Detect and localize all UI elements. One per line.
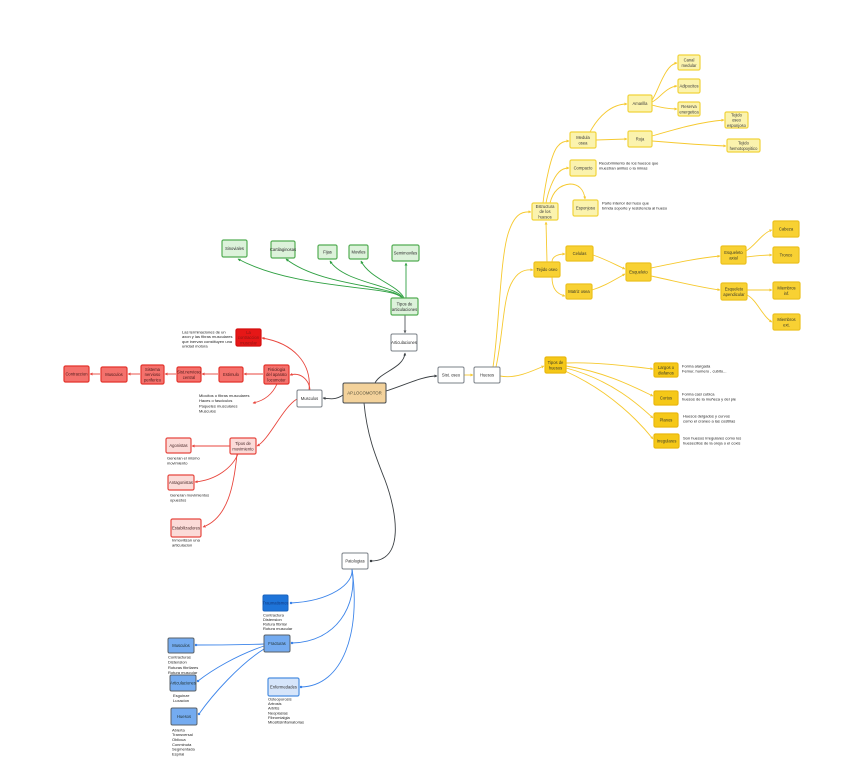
svg-text:Irregulares: Irregulares <box>657 439 677 444</box>
svg-text:Sinoviales: Sinoviales <box>225 246 244 251</box>
svg-text:Semimoviles: Semimoviles <box>394 251 417 256</box>
svg-text:Moviles: Moviles <box>351 250 365 255</box>
svg-text:Tronco: Tronco <box>780 253 793 258</box>
svg-text:Estabilizadores: Estabilizadores <box>172 526 200 531</box>
svg-text:Musculos: Musculos <box>301 396 319 401</box>
svg-text:Musculos: Musculos <box>172 643 190 648</box>
svg-text:Patologias: Patologias <box>345 559 364 564</box>
svg-text:Cartilaginosas: Cartilaginosas <box>270 247 296 252</box>
svg-text:Fracturas: Fracturas <box>268 641 286 646</box>
svg-text:Son huesos irregulares como lo: Son huesos irregulares como los huesecill… <box>683 436 741 446</box>
svg-text:Articulaciones: Articulaciones <box>170 681 196 686</box>
svg-text:Cortos: Cortos <box>660 396 672 401</box>
svg-text:Adipocitos: Adipocitos <box>679 84 698 89</box>
svg-text:Fijas: Fijas <box>323 250 332 255</box>
svg-text:Compacto: Compacto <box>574 166 594 171</box>
svg-text:Antagonistas: Antagonistas <box>169 480 193 485</box>
svg-text:Huesos: Huesos <box>480 373 494 378</box>
svg-text:Cabeza: Cabeza <box>779 227 794 232</box>
svg-text:Roja: Roja <box>636 137 645 142</box>
svg-text:Estimulo: Estimulo <box>223 372 240 377</box>
svg-text:Planos: Planos <box>660 418 673 423</box>
svg-text:Musculos: Musculos <box>105 372 123 377</box>
svg-text:Recubrimiento de los huesos qu: Recubrimiento de los huesos que muestran … <box>599 161 659 171</box>
svg-text:Agonistas: Agonistas <box>169 443 187 448</box>
svg-text:Amarilla: Amarilla <box>633 101 649 106</box>
svg-text:Celulas: Celulas <box>573 251 587 256</box>
svg-text:Esqueleto: Esqueleto <box>629 270 648 275</box>
svg-text:AP.LOCOMOTOR: AP.LOCOMOTOR <box>347 391 381 396</box>
svg-text:Enfermedades: Enfermedades <box>270 685 297 690</box>
svg-text:Matriz osea: Matriz osea <box>568 289 590 294</box>
svg-text:Contraccion: Contraccion <box>65 372 88 377</box>
svg-text:Traumatismos: Traumatismos <box>262 601 288 606</box>
svg-text:Sist. oseo: Sist. oseo <box>442 373 461 378</box>
svg-text:Esponjoso: Esponjoso <box>576 206 596 211</box>
svg-text:Tejido oseo: Tejido oseo <box>537 267 559 272</box>
svg-text:Huesos: Huesos <box>177 714 191 719</box>
svg-text:Articulaciones: Articulaciones <box>391 340 417 345</box>
